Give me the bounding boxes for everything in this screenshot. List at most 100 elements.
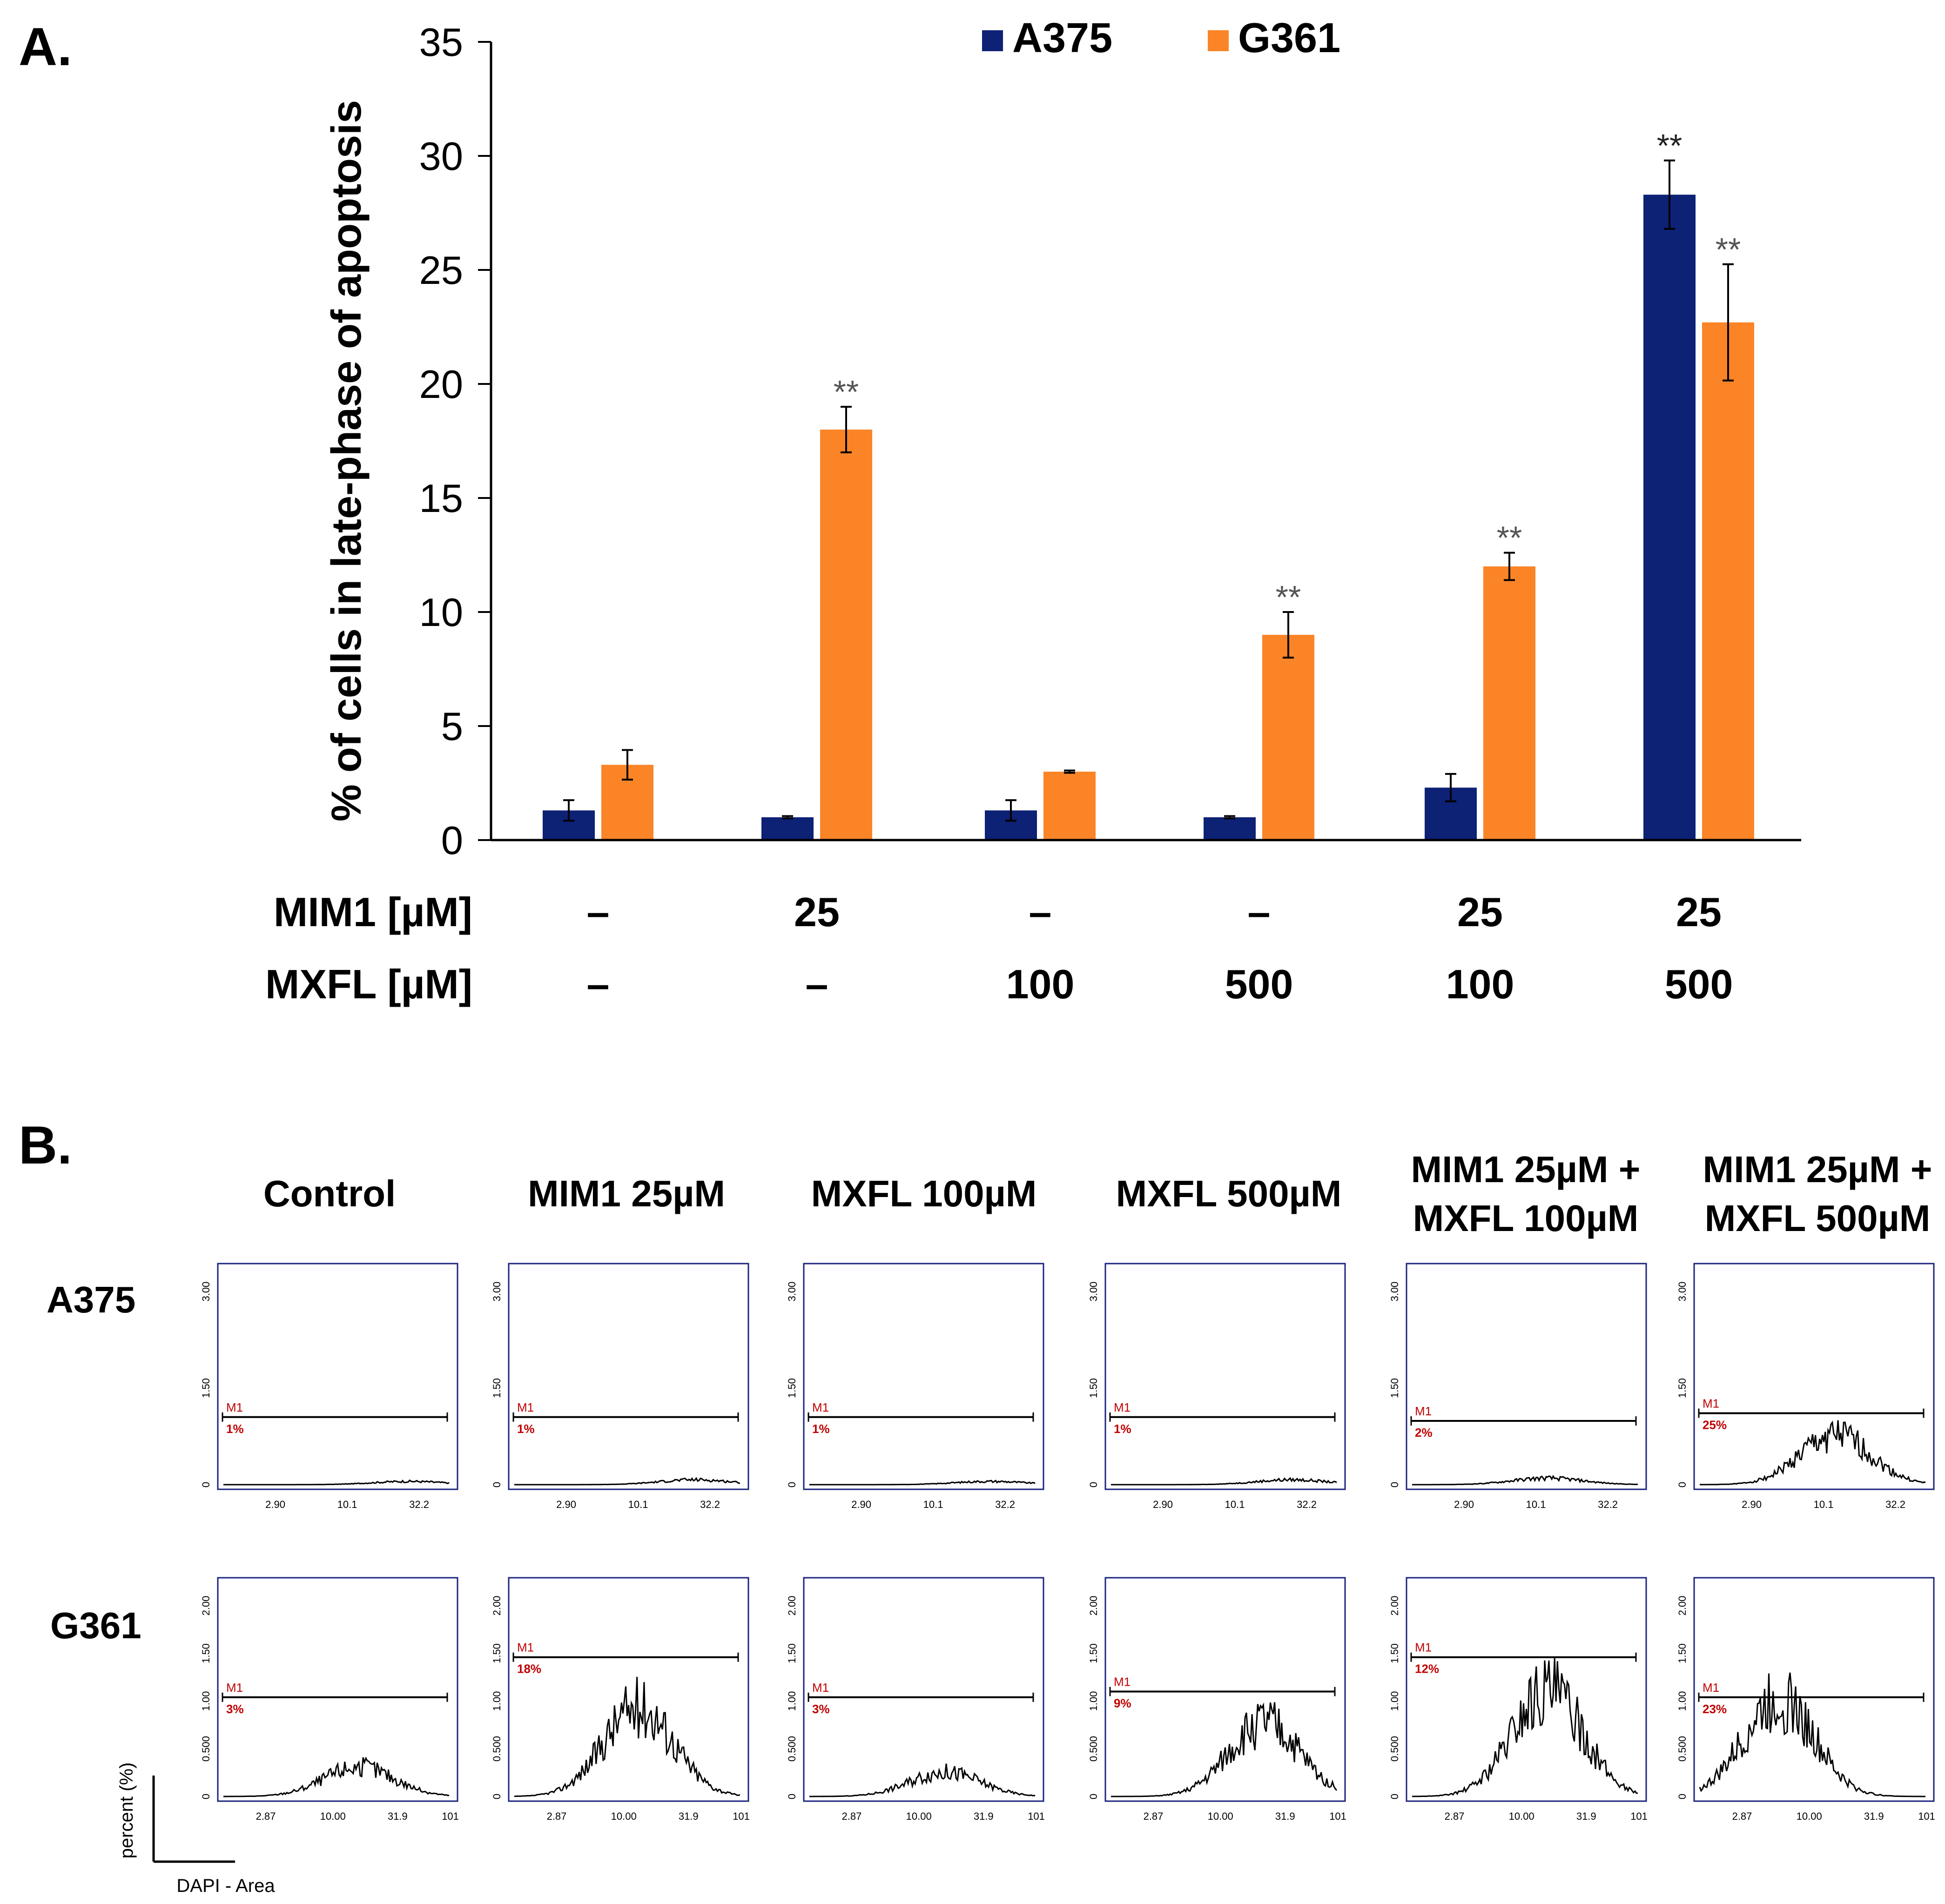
- marker-percentage: 1%: [226, 1422, 244, 1436]
- marker-percentage: 9%: [1114, 1696, 1131, 1710]
- histogram-y-tick: 0: [491, 1482, 503, 1487]
- histogram-y-tick: 1.50: [1676, 1378, 1688, 1398]
- histogram-frame: [217, 1263, 458, 1490]
- histogram-x-tick: 2.90: [1454, 1499, 1474, 1510]
- histogram-y-tick: 0: [200, 1482, 212, 1487]
- y-tick-label: 30: [419, 135, 463, 179]
- histogram-x-tick: 101: [733, 1810, 750, 1822]
- histogram-frame: [1406, 1263, 1647, 1490]
- significance-label: **: [834, 374, 859, 410]
- treatment-value: 25: [794, 889, 840, 935]
- histogram-x-tick: 2.90: [851, 1499, 871, 1510]
- histogram-y-tick: 1.50: [491, 1378, 503, 1398]
- histogram-g361-0: 0 0.500 1.00 1.50 2.00 2.87 10.00 31.9 101 M1 3%: [200, 1577, 459, 1822]
- histogram-x-tick: 31.9: [1864, 1810, 1884, 1822]
- histogram-y-tick: 3.00: [1088, 1282, 1099, 1302]
- histogram-trace: [809, 1763, 1036, 1797]
- histogram-x-tick: 31.9: [1576, 1810, 1596, 1822]
- bar-g361-5: [1702, 322, 1754, 841]
- histogram-y-tick: 2.00: [1676, 1596, 1688, 1616]
- histogram-y-tick: 0.500: [1676, 1736, 1688, 1762]
- marker-percentage: 1%: [1114, 1422, 1131, 1436]
- histogram-g361-1: 0 0.500 1.00 1.50 2.00 2.87 10.00 31.9 101 M1 18%: [491, 1577, 750, 1822]
- legend-label-a375: A375: [1012, 15, 1112, 61]
- marker-percentage: 3%: [812, 1702, 830, 1716]
- histogram-x-tick: 32.2: [409, 1499, 429, 1510]
- histogram-x-tick: 2.90: [1742, 1499, 1762, 1510]
- marker-name: M1: [1415, 1641, 1432, 1655]
- histogram-x-tick: 10.00: [1208, 1810, 1233, 1822]
- column-header: MIM1 25µM +: [1411, 1149, 1641, 1190]
- column-header: Control: [263, 1173, 396, 1214]
- histogram-frame: [217, 1577, 458, 1802]
- treatment-value: 500: [1665, 961, 1733, 1007]
- histogram-y-tick: 0: [1088, 1482, 1099, 1487]
- marker-percentage: 25%: [1703, 1418, 1727, 1432]
- bar-chart: % of cells in late-phase of apoptosis 0 5…: [323, 15, 1801, 863]
- histogram-x-tick: 10.1: [1814, 1499, 1834, 1510]
- bar-a375-1: [761, 817, 814, 840]
- y-tick-label: 25: [419, 249, 463, 293]
- histogram-y-tick: 1.50: [1389, 1643, 1400, 1663]
- histogram-trace: [1412, 1474, 1638, 1486]
- treatment-value: 500: [1225, 961, 1293, 1007]
- histogram-x-tick: 32.2: [1885, 1499, 1905, 1510]
- y-tick-label: 5: [441, 705, 463, 749]
- histogram-x-tick: 31.9: [388, 1810, 408, 1822]
- histogram-x-tick: 101: [1918, 1810, 1935, 1822]
- axes: [490, 42, 1801, 841]
- histogram-y-tick: 1.00: [1389, 1691, 1400, 1711]
- marker-name: M1: [812, 1400, 829, 1414]
- bar-a375-3: [1204, 817, 1256, 840]
- marker-name: M1: [1114, 1675, 1131, 1689]
- histogram-x-tick: 2.90: [1153, 1499, 1173, 1510]
- histogram-y-tick: 0.500: [200, 1736, 212, 1762]
- y-tick-label: 15: [419, 477, 463, 521]
- treatment-value: 100: [1446, 961, 1514, 1007]
- column-header: MXFL 500µM: [1705, 1198, 1931, 1239]
- histogram-trace: [223, 1756, 450, 1797]
- histogram-x-tick: 10.1: [923, 1499, 943, 1510]
- histogram-x-tick: 2.87: [1445, 1810, 1465, 1822]
- legend-label-g361: G361: [1238, 15, 1340, 61]
- histogram-x-tick: 2.87: [1144, 1810, 1164, 1822]
- histogram-x-tick: 10.00: [611, 1810, 637, 1822]
- histogram-y-tick: 0.500: [491, 1736, 503, 1762]
- histogram-axis-key: percent (%) DAPI - Area: [116, 1763, 275, 1896]
- treatment-value: –: [587, 889, 610, 935]
- histogram-y-tick: 0: [491, 1794, 503, 1799]
- histogram-y-tick: 1.00: [491, 1691, 503, 1711]
- treatment-value: –: [806, 961, 828, 1007]
- marker-name: M1: [1415, 1404, 1432, 1418]
- y-tick-label: 10: [419, 591, 463, 635]
- marker-name: M1: [1703, 1396, 1719, 1410]
- histogram-y-tick: 3.00: [1389, 1282, 1400, 1302]
- treatment-value: 25: [1676, 889, 1722, 935]
- histogram-y-tick: 0: [200, 1794, 212, 1799]
- histogram-y-tick: 0: [786, 1482, 798, 1487]
- histogram-frame: [508, 1577, 749, 1802]
- histogram-a375-4: 0 1.50 3.00 2.90 10.1 32.2 M1 2%: [1389, 1263, 1647, 1510]
- histogram-y-tick: 1.50: [786, 1378, 798, 1398]
- significance-label: **: [1497, 520, 1522, 556]
- histogram-x-tick: 31.9: [1275, 1810, 1295, 1822]
- histogram-x-tick: 101: [1028, 1810, 1045, 1822]
- column-header: MXFL 100µM: [1413, 1198, 1639, 1239]
- histogram-y-tick: 0: [1088, 1794, 1099, 1799]
- y-tick-label: 20: [419, 363, 463, 407]
- histogram-frame: [1693, 1577, 1935, 1802]
- marker-name: M1: [517, 1641, 534, 1655]
- y-axis-label: % of cells in late-phase of apoptosis: [323, 100, 370, 821]
- panel-b-label: B.: [19, 1116, 72, 1175]
- treatment-value: 100: [1006, 961, 1075, 1007]
- histogram-y-tick: 0.500: [1389, 1736, 1400, 1762]
- marker-percentage: 18%: [517, 1662, 541, 1676]
- treatment-table: MIM1 [µM] MXFL [µM] – 25 – – 25 25 – – 100 500 100…: [265, 889, 1733, 1007]
- histogram-x-tick: 10.1: [1526, 1499, 1546, 1510]
- legend: A375 G361: [982, 15, 1340, 61]
- histogram-x-tick: 32.2: [995, 1499, 1015, 1510]
- histogram-a375-5: 0 1.50 3.00 2.90 10.1 32.2 M1 25%: [1676, 1263, 1935, 1510]
- histogram-x-tick: 32.2: [700, 1499, 720, 1510]
- histogram-frame: [1693, 1263, 1935, 1490]
- histogram-trace: [223, 1479, 450, 1486]
